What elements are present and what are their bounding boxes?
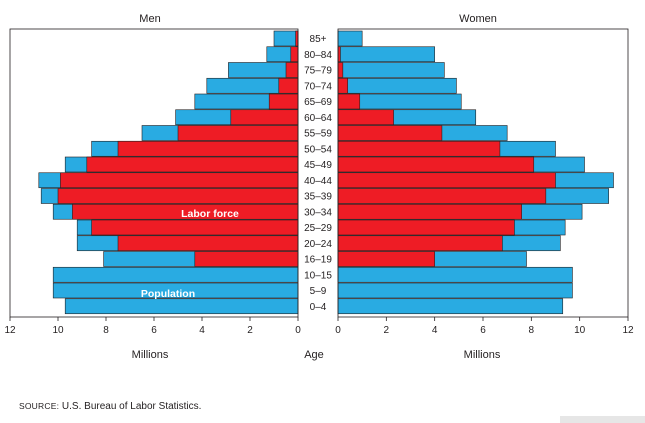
- age-label-5-9: 5–9: [310, 286, 327, 297]
- women-labor-force-bar-60-64: [337, 109, 394, 126]
- women-labor-force-bar-20-24: [337, 235, 503, 252]
- women-bars: [337, 30, 614, 315]
- men-labor-force-bar-65-69: [268, 93, 299, 110]
- men-tick-label-2: 2: [247, 325, 253, 336]
- age-label-60-64: 60–64: [304, 113, 332, 124]
- men-population-bar-85: [273, 30, 299, 47]
- women-panel-title: Women: [459, 13, 497, 25]
- men-tick-label-4: 4: [199, 325, 205, 336]
- women-population-bar-10-15: [337, 266, 573, 283]
- women-tick-label-12: 12: [622, 325, 634, 336]
- men-labor-force-bar-16-19: [194, 251, 299, 267]
- population-annotation: Population: [141, 288, 195, 300]
- men-labor-force-bar-60-64: [230, 109, 299, 126]
- women-labor-force-bar-75-79: [337, 62, 344, 78]
- women-labor-force-bar-40-44: [337, 172, 556, 189]
- women-tick-label-0: 0: [335, 325, 341, 336]
- women-tick-label-8: 8: [529, 325, 535, 336]
- women-labor-force-bar-30-34: [337, 203, 522, 220]
- women-x-axis: 0 2 4 6 8 10 12: [335, 317, 634, 336]
- men-labor-force-bar-75-79: [285, 62, 299, 78]
- women-labor-force-bar-45-49: [337, 156, 535, 173]
- men-labor-force-bar-70-74: [278, 77, 299, 94]
- women-population-bar-80-84: [337, 46, 435, 63]
- age-label-0-4: 0–4: [310, 302, 327, 313]
- men-labor-force-bar-80-84: [290, 46, 299, 63]
- women-labor-force-bar-70-74: [337, 77, 348, 94]
- men-population-bar-0-4: [64, 298, 299, 315]
- age-label-16-19: 16–19: [304, 255, 332, 266]
- women-population-bar-5-9: [337, 282, 573, 299]
- women-labor-force-bar-65-69: [337, 93, 361, 110]
- age-label-20-24: 20–24: [304, 239, 332, 250]
- age-label-40-44: 40–44: [304, 176, 332, 187]
- men-tick-label-0: 0: [295, 325, 301, 336]
- men-labor-force-bar-40-44: [60, 172, 299, 189]
- men-labor-force-bar-35-39: [57, 188, 299, 204]
- age-label-55-59: 55–59: [304, 129, 332, 140]
- age-label-75-79: 75–79: [304, 66, 332, 77]
- age-label-25-29: 25–29: [304, 223, 332, 234]
- page-corner-shade: [560, 416, 645, 423]
- men-tick-label-10: 10: [52, 325, 64, 336]
- age-label-10-15: 10–15: [304, 270, 332, 281]
- women-labor-force-bar-35-39: [337, 188, 547, 204]
- source-label: SOURCE:: [19, 401, 60, 411]
- age-label-70-74: 70–74: [304, 81, 332, 92]
- age-label-85: 85+: [310, 34, 327, 45]
- age-label-30-34: 30–34: [304, 207, 332, 218]
- age-label-65-69: 65–69: [304, 97, 332, 108]
- women-labor-force-bar-16-19: [337, 251, 435, 267]
- age-label-35-39: 35–39: [304, 192, 332, 203]
- women-tick-label-6: 6: [480, 325, 486, 336]
- age-label-45-49: 45–49: [304, 160, 332, 171]
- men-labor-force-bar-25-29: [91, 219, 299, 236]
- men-tick-label-8: 8: [103, 325, 109, 336]
- age-labels: 85+ 80–84 75–79 70–74 65–69 60–64 55–59 50–54 45…: [304, 34, 332, 313]
- women-tick-label-2: 2: [384, 325, 390, 336]
- age-label-50-54: 50–54: [304, 144, 332, 155]
- men-population-bar-10-15: [52, 266, 299, 283]
- women-labor-force-bar-25-29: [337, 219, 515, 236]
- men-labor-force-bar-45-49: [86, 156, 299, 173]
- men-x-axis: 0 2 4 6 8 10 12: [4, 317, 301, 336]
- women-labor-force-bar-50-54: [337, 140, 501, 157]
- men-labor-force-bar-20-24: [117, 235, 299, 252]
- men-bars: [38, 30, 299, 315]
- women-tick-label-10: 10: [574, 325, 586, 336]
- men-x-axis-label: Millions: [132, 349, 169, 361]
- women-population-bar-75-79: [337, 62, 445, 78]
- age-axis-label: Age: [304, 349, 324, 361]
- men-tick-label-6: 6: [151, 325, 157, 336]
- source-note: SOURCE: U.S. Bureau of Labor Statistics.: [19, 401, 201, 412]
- women-population-bar-85: [337, 30, 363, 47]
- women-tick-label-4: 4: [432, 325, 438, 336]
- women-labor-force-bar-55-59: [337, 125, 443, 141]
- source-text: U.S. Bureau of Labor Statistics.: [61, 401, 202, 412]
- women-population-bar-0-4: [337, 298, 564, 315]
- men-labor-force-bar-55-59: [177, 125, 299, 141]
- women-x-axis-label: Millions: [464, 349, 501, 361]
- men-tick-label-12: 12: [4, 325, 16, 336]
- men-panel-title: Men: [139, 13, 160, 25]
- men-labor-force-bar-50-54: [117, 140, 299, 157]
- women-population-bar-70-74: [337, 77, 457, 94]
- labor-force-annotation: Labor force: [181, 208, 239, 220]
- age-label-80-84: 80–84: [304, 50, 332, 61]
